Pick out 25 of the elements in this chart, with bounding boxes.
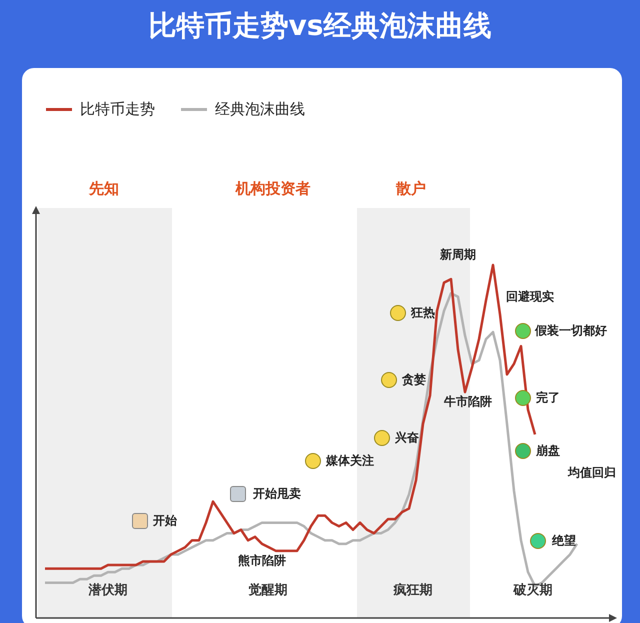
annotation: 熊市陷阱 bbox=[237, 552, 287, 570]
annotation: 完了 bbox=[535, 390, 561, 406]
annotation: 觉醒期 bbox=[248, 582, 288, 599]
annotation: 崩盘 bbox=[535, 442, 561, 460]
annotation: 疯狂期 bbox=[392, 582, 434, 599]
text: 新周期 bbox=[439, 246, 477, 264]
chart-title: 比特币走势vs经典泡沫曲线 bbox=[148, 8, 492, 44]
text: 机构投资者 bbox=[234, 180, 312, 198]
annotation: 回避现实 bbox=[505, 288, 555, 306]
annotation: 狂热 bbox=[410, 304, 436, 322]
annotation: 假装一切都好 bbox=[534, 322, 608, 340]
annotation: 开始 bbox=[152, 512, 178, 530]
text: 先知 bbox=[88, 180, 120, 198]
annotation: 媒体关注 bbox=[325, 452, 375, 470]
annotation: 破灭期 bbox=[512, 582, 554, 599]
annotation: 兴奋 bbox=[394, 430, 420, 446]
text: 散户 bbox=[395, 180, 427, 198]
legend-label: 经典泡沫曲线 bbox=[215, 100, 305, 119]
annotation: 开始甩卖 bbox=[252, 486, 302, 502]
annotation: 贪婪 bbox=[401, 372, 427, 388]
annotation: 均值回归 bbox=[567, 464, 617, 482]
annotation: 牛市陷阱 bbox=[443, 394, 493, 410]
annotation: 绝望 bbox=[551, 532, 577, 550]
legend-label: 比特币走势 bbox=[80, 100, 155, 119]
annotation: 潜伏期 bbox=[88, 582, 128, 599]
